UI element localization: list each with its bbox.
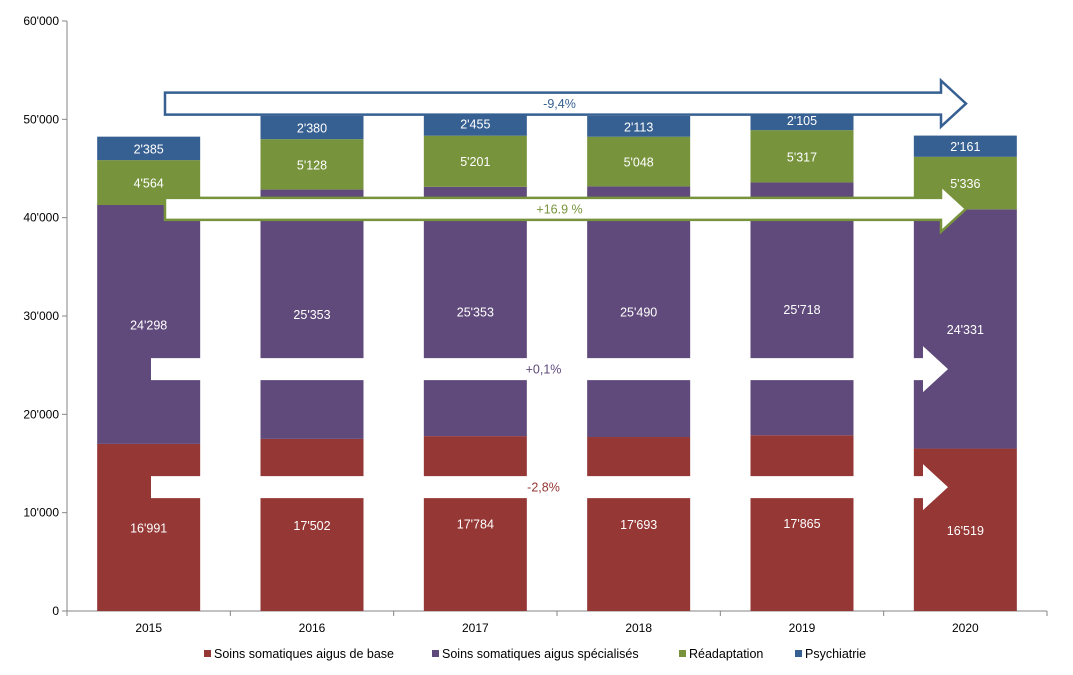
- data-label: 25'353: [293, 308, 330, 322]
- trend-label: -9,4%: [543, 97, 576, 111]
- legend-label: Soins somatiques aigus de base: [214, 647, 394, 661]
- x-tick-label: 2020: [952, 621, 979, 635]
- x-tick-label: 2017: [462, 621, 489, 635]
- data-label: 24'331: [947, 323, 984, 337]
- bar-segment: [750, 435, 854, 611]
- x-tick-label: 2019: [789, 621, 816, 635]
- legend-label: Psychiatrie: [805, 647, 866, 661]
- data-label: 17'784: [457, 518, 494, 532]
- data-label: 17'502: [293, 519, 330, 533]
- x-tick-label: 2018: [625, 621, 652, 635]
- bar-segment: [260, 189, 364, 439]
- bar-segment: [913, 135, 1017, 157]
- y-tick-label: 40'000: [23, 211, 59, 225]
- trend-arrow: [151, 346, 948, 393]
- bar-segment: [587, 115, 691, 137]
- bar-segment: [913, 209, 1017, 449]
- bar-segment: [260, 438, 364, 611]
- y-tick-label: 30'000: [23, 309, 59, 323]
- trend-label: +16.9 %: [536, 202, 582, 216]
- bar-segment: [587, 186, 691, 438]
- bar-segment: [260, 139, 364, 190]
- bar-segment: [750, 130, 854, 183]
- data-label: 25'490: [620, 306, 657, 320]
- bar-segment: [260, 115, 364, 140]
- legend-swatch: [679, 650, 686, 657]
- data-label: 25'353: [457, 305, 494, 319]
- trend-label: -2,8%: [527, 481, 560, 495]
- data-label: 25'718: [783, 303, 820, 317]
- data-label: 16'519: [947, 524, 984, 538]
- bar-segment: [97, 443, 201, 611]
- data-label: 2'105: [787, 114, 817, 128]
- trend-arrow: [163, 182, 968, 235]
- legend-label: Réadaptation: [689, 647, 763, 661]
- data-label: 2'455: [460, 118, 490, 132]
- legend-swatch: [204, 650, 211, 657]
- bar-segment: [97, 136, 201, 161]
- data-label: 5'048: [624, 156, 654, 170]
- data-label: 2'113: [624, 120, 653, 134]
- bar-segment: [587, 136, 691, 187]
- y-tick-label: 20'000: [23, 407, 59, 421]
- y-tick-label: 50'000: [23, 112, 59, 126]
- y-tick-label: 10'000: [23, 506, 59, 520]
- trend-arrow: [163, 77, 968, 130]
- y-tick-label: 60'000: [23, 14, 59, 28]
- data-label: 2'385: [134, 142, 164, 156]
- data-label: 5'336: [950, 177, 980, 191]
- data-label: 2'161: [950, 140, 980, 154]
- trend-arrow: [151, 464, 948, 511]
- data-label: 2'380: [297, 121, 327, 135]
- x-tick-label: 2016: [299, 621, 326, 635]
- data-label: 5'128: [297, 158, 327, 172]
- data-label: 17'865: [783, 517, 820, 531]
- bar-segment: [423, 135, 527, 187]
- y-tick-label: 0: [52, 604, 59, 618]
- data-label: 16'991: [130, 521, 167, 535]
- data-label: 17'693: [620, 518, 657, 532]
- bar-segment: [97, 204, 201, 444]
- data-label: 5'317: [787, 150, 817, 164]
- legend-swatch: [795, 650, 802, 657]
- bar-segment: [750, 182, 854, 436]
- legend-label: Soins somatiques aigus spécialisés: [442, 647, 639, 661]
- data-label: 5'201: [460, 155, 490, 169]
- bar-segment: [423, 436, 527, 611]
- bar-segment: [423, 186, 527, 437]
- bar-segment: [587, 437, 691, 611]
- data-label: 4'564: [134, 177, 164, 191]
- data-label: 24'298: [130, 318, 167, 332]
- legend-swatch: [432, 650, 439, 657]
- trend-label: +0,1%: [526, 363, 562, 377]
- x-tick-label: 2015: [135, 621, 162, 635]
